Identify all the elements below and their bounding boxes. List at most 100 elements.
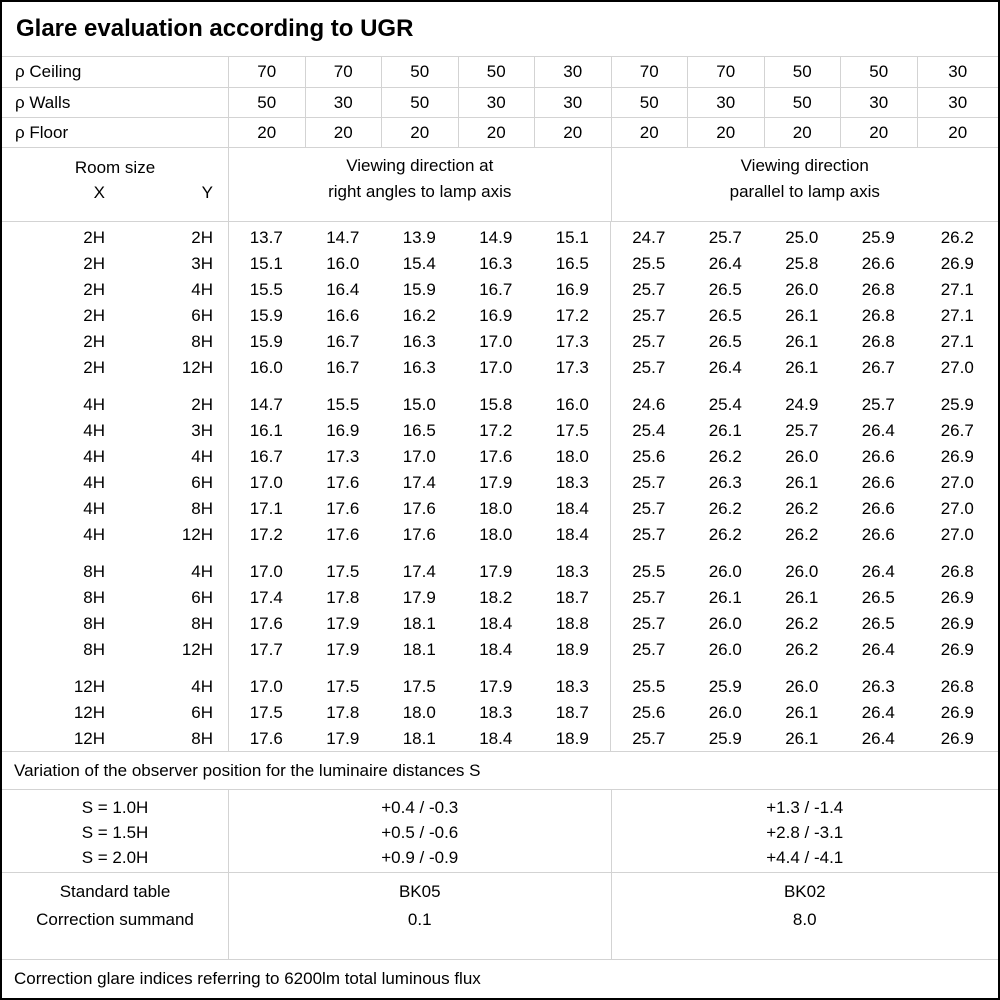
room-size-y-cell: 12H xyxy=(181,525,213,544)
ugr-value-cell: 16.5 xyxy=(402,421,436,440)
ugr-value-cell: 18.0 xyxy=(402,703,436,722)
ugr-value-cell: 25.9 xyxy=(708,677,742,696)
room-size-x-cell: 4H xyxy=(83,421,105,440)
reflectance-value: 30 xyxy=(534,88,611,117)
ugr-table-row: 2H 6H 15.9 16.6 16.2 16.9 17.2 25.7 26.5… xyxy=(2,303,998,329)
ugr-value-cell: 26.6 xyxy=(861,254,895,273)
ugr-value-cell: 14.7 xyxy=(249,395,283,414)
right-angles-header-line1: Viewing direction at xyxy=(346,156,494,175)
ugr-value-cell: 26.5 xyxy=(861,588,895,607)
ugr-value-cell: 26.0 xyxy=(708,562,742,581)
room-size-y-cell: 3H xyxy=(191,421,213,440)
ugr-value-cell: 25.7 xyxy=(632,588,666,607)
ugr-table-row: 12H 4H 17.0 17.5 17.5 17.9 18.3 25.5 25.… xyxy=(2,674,998,700)
ugr-value-cell: 26.9 xyxy=(940,703,974,722)
ugr-value-cell: 26.2 xyxy=(785,614,819,633)
ugr-value-cell: 26.4 xyxy=(708,254,742,273)
reflectance-value: 30 xyxy=(534,57,611,87)
ugr-value-cell: 24.6 xyxy=(632,395,666,414)
ugr-value-cell: 16.1 xyxy=(249,421,283,440)
ugr-value-cell: 17.9 xyxy=(479,562,513,581)
ugr-value-cell: 25.4 xyxy=(708,395,742,414)
ugr-value-cell: 16.2 xyxy=(402,306,436,325)
reflectance-rows: ρ Ceiling 70 70 50 50 30 70 70 50 50 30 … xyxy=(2,57,998,148)
ugr-value-cell: 17.0 xyxy=(249,473,283,492)
ugr-value-cell: 16.3 xyxy=(402,332,436,351)
ugr-value-cell: 18.4 xyxy=(555,525,589,544)
room-size-x-cell: 4H xyxy=(83,499,105,518)
room-size-y-cell: 8H xyxy=(191,614,213,633)
ugr-table-row: 12H 6H 17.5 17.8 18.0 18.3 18.7 25.6 26.… xyxy=(2,700,998,726)
ugr-value-cell: 25.7 xyxy=(632,729,666,748)
s-value: +1.3 / -1.4 xyxy=(766,798,844,817)
room-size-y-cell: 2H xyxy=(191,395,213,414)
ugr-value-cell: 17.3 xyxy=(555,358,589,377)
ugr-table-row: 4H 3H 16.1 16.9 16.5 17.2 17.5 25.4 26.1… xyxy=(2,418,998,444)
room-size-y-cell: 8H xyxy=(191,499,213,518)
ugr-value-cell: 26.9 xyxy=(940,729,974,748)
room-size-y-cell: 8H xyxy=(191,729,213,748)
ugr-value-cell: 26.6 xyxy=(861,473,895,492)
room-size-y-cell: 4H xyxy=(191,447,213,466)
ugr-value-cell: 18.4 xyxy=(555,499,589,518)
ugr-value-cell: 26.0 xyxy=(708,703,742,722)
s-value: +0.5 / -0.6 xyxy=(381,823,459,842)
ugr-value-cell: 18.4 xyxy=(479,614,513,633)
ugr-value-cell: 17.7 xyxy=(249,640,283,659)
ugr-value-cell: 16.4 xyxy=(326,280,360,299)
room-size-y-cell: 6H xyxy=(191,306,213,325)
ugr-value-cell: 16.3 xyxy=(402,358,436,377)
reflectance-value: 30 xyxy=(840,88,917,117)
ugr-value-cell: 17.0 xyxy=(402,447,436,466)
ugr-value-cell: 17.4 xyxy=(402,562,436,581)
s-distance-block: S = 1.0H S = 1.5H S = 2.0H +0.4 / -0.3 +… xyxy=(2,790,998,873)
room-size-x-cell: 8H xyxy=(83,562,105,581)
ugr-value-cell: 18.0 xyxy=(479,525,513,544)
ugr-value-cell: 17.2 xyxy=(479,421,513,440)
s-value: +0.4 / -0.3 xyxy=(381,798,459,817)
standard-labels: Standard table Correction summand xyxy=(2,873,228,959)
ugr-value-cell: 25.7 xyxy=(632,525,666,544)
reflectance-value: 50 xyxy=(381,57,458,87)
ugr-value-cell: 17.6 xyxy=(402,499,436,518)
xy-header: X Y xyxy=(2,180,228,205)
ugr-value-cell: 25.5 xyxy=(632,562,666,581)
ugr-value-cell: 26.1 xyxy=(785,306,819,325)
ugr-value-cell: 26.4 xyxy=(861,562,895,581)
room-size-header: Room size X Y xyxy=(2,148,228,221)
room-size-x-cell: 12H xyxy=(73,703,105,722)
ugr-value-cell: 17.4 xyxy=(402,473,436,492)
reflectance-value: 70 xyxy=(687,57,764,87)
standard-table-label: Standard table xyxy=(59,882,171,901)
ugr-value-cell: 17.6 xyxy=(249,614,283,633)
footer-note: Correction glare indices referring to 62… xyxy=(14,969,481,988)
reflectance-value: 30 xyxy=(304,88,382,117)
s-value: +4.4 / -4.1 xyxy=(766,848,844,867)
ugr-value-cell: 16.9 xyxy=(479,306,513,325)
reflectance-value: 30 xyxy=(457,88,535,117)
room-size-x-cell: 4H xyxy=(83,473,105,492)
ugr-value-cell: 17.5 xyxy=(249,703,283,722)
ugr-value-cell: 26.6 xyxy=(861,525,895,544)
room-size-x-cell: 2H xyxy=(83,306,105,325)
ugr-value-cell: 26.8 xyxy=(861,280,895,299)
ugr-value-cell: 27.0 xyxy=(940,499,974,518)
room-size-x-cell: 2H xyxy=(83,358,105,377)
ugr-value-cell: 26.2 xyxy=(785,499,819,518)
room-size-x-cell: 4H xyxy=(83,447,105,466)
room-size-y-cell: 12H xyxy=(181,358,213,377)
reflectance-value: 70 xyxy=(304,57,382,87)
ugr-table-row: 4H 12H 17.2 17.6 17.6 18.0 18.4 25.7 26.… xyxy=(2,522,998,548)
ugr-table-row: 2H 8H 15.9 16.7 16.3 17.0 17.3 25.7 26.5… xyxy=(2,329,998,355)
ugr-value-cell: 26.8 xyxy=(861,306,895,325)
ugr-value-cell: 26.0 xyxy=(785,447,819,466)
ugr-value-cell: 17.3 xyxy=(555,332,589,351)
ugr-value-cell: 26.2 xyxy=(785,640,819,659)
ugr-value-cell: 27.1 xyxy=(940,280,974,299)
ugr-value-cell: 16.0 xyxy=(249,358,283,377)
standard-table-value: BK02 xyxy=(783,882,826,901)
correction-summand-label: Correction summand xyxy=(36,910,194,929)
ugr-value-cell: 15.1 xyxy=(249,254,283,273)
ugr-table-row: 4H 6H 17.0 17.6 17.4 17.9 18.3 25.7 26.3… xyxy=(2,470,998,496)
correction-summand-value: 8.0 xyxy=(792,910,817,929)
